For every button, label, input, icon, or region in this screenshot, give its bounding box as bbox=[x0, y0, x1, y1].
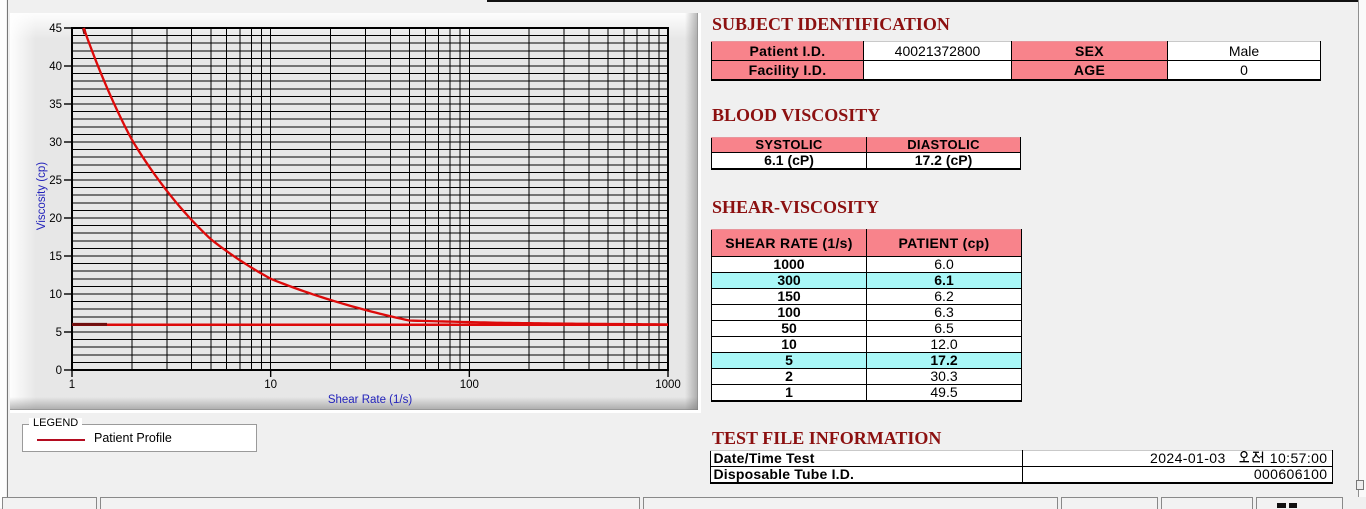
svg-text:1: 1 bbox=[69, 379, 75, 391]
svg-text:45: 45 bbox=[49, 23, 62, 35]
svg-text:10: 10 bbox=[264, 379, 277, 391]
svg-text:Viscosity (cp): Viscosity (cp) bbox=[36, 162, 48, 230]
svg-text:30: 30 bbox=[49, 137, 62, 149]
svg-text:1000: 1000 bbox=[655, 379, 681, 391]
svg-text:20: 20 bbox=[49, 213, 62, 225]
svg-text:100: 100 bbox=[460, 379, 479, 391]
svg-text:Shear Rate (1/s): Shear Rate (1/s) bbox=[328, 394, 413, 406]
svg-text:15: 15 bbox=[49, 251, 62, 263]
svg-text:25: 25 bbox=[49, 175, 62, 187]
svg-text:0: 0 bbox=[56, 365, 62, 377]
svg-text:40: 40 bbox=[49, 61, 62, 73]
svg-text:10: 10 bbox=[49, 289, 62, 301]
svg-text:35: 35 bbox=[49, 99, 62, 111]
svg-text:5: 5 bbox=[56, 327, 62, 339]
